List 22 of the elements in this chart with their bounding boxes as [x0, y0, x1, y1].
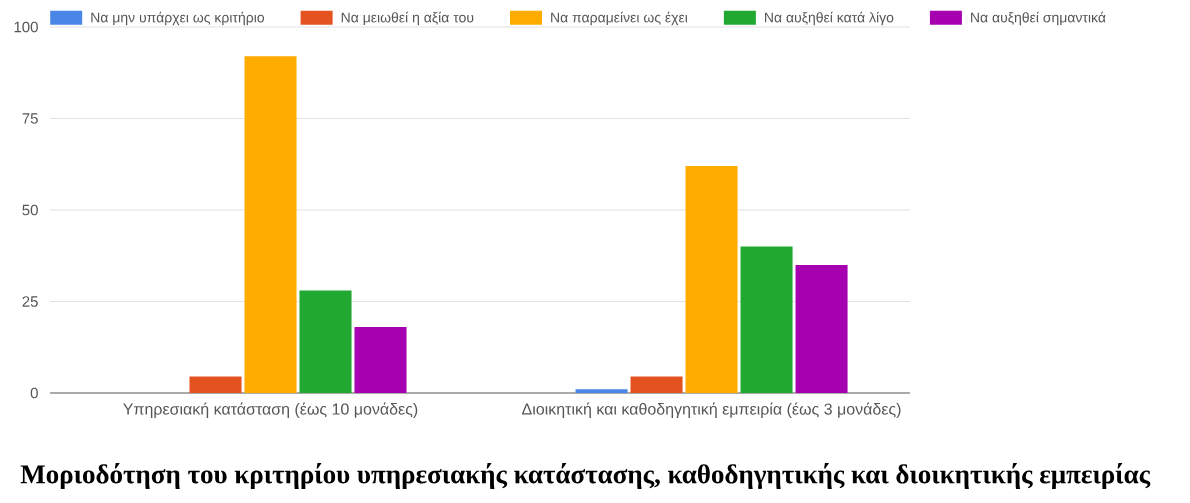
- bar: [575, 389, 628, 393]
- bar: [795, 264, 848, 393]
- legend-label: Να αυξηθεί κατά λίγο: [765, 11, 894, 26]
- bar: [630, 376, 683, 393]
- bar: [685, 166, 738, 393]
- text: Μοριοδότηση του κριτηρίου υπηρεσιακής κατάστασης, καθοδηγητικής και διοικητικής εμπειρίας: [20, 463, 1151, 489]
- legend-label: Να παραμείνει ως έχει: [551, 11, 688, 26]
- y-tick-label: 75: [22, 113, 38, 124]
- bar: [299, 290, 352, 393]
- legend-label: Να μειωθεί η αξία του: [341, 11, 474, 26]
- y-tick-label: 50: [22, 204, 38, 216]
- y-tick-label: 25: [22, 296, 38, 307]
- y-tick-label: 100: [14, 21, 38, 33]
- bar: [354, 327, 407, 393]
- x-tick-label: Διοικητική και καθοδηγητική εμπειρία (έως 3 μονάδες): [522, 402, 901, 418]
- bar: [740, 246, 793, 393]
- bar: [189, 376, 242, 393]
- legend-label: Να μην υπάρχει ως κριτήριο: [91, 11, 265, 26]
- x-tick-label: Υπηρεσιακή κατάσταση (έως 10 μονάδες): [123, 402, 418, 418]
- y-tick-label: 0: [30, 387, 38, 399]
- bar: [244, 56, 297, 393]
- legend-label: Να αυξηθεί σημαντικά: [971, 11, 1106, 26]
